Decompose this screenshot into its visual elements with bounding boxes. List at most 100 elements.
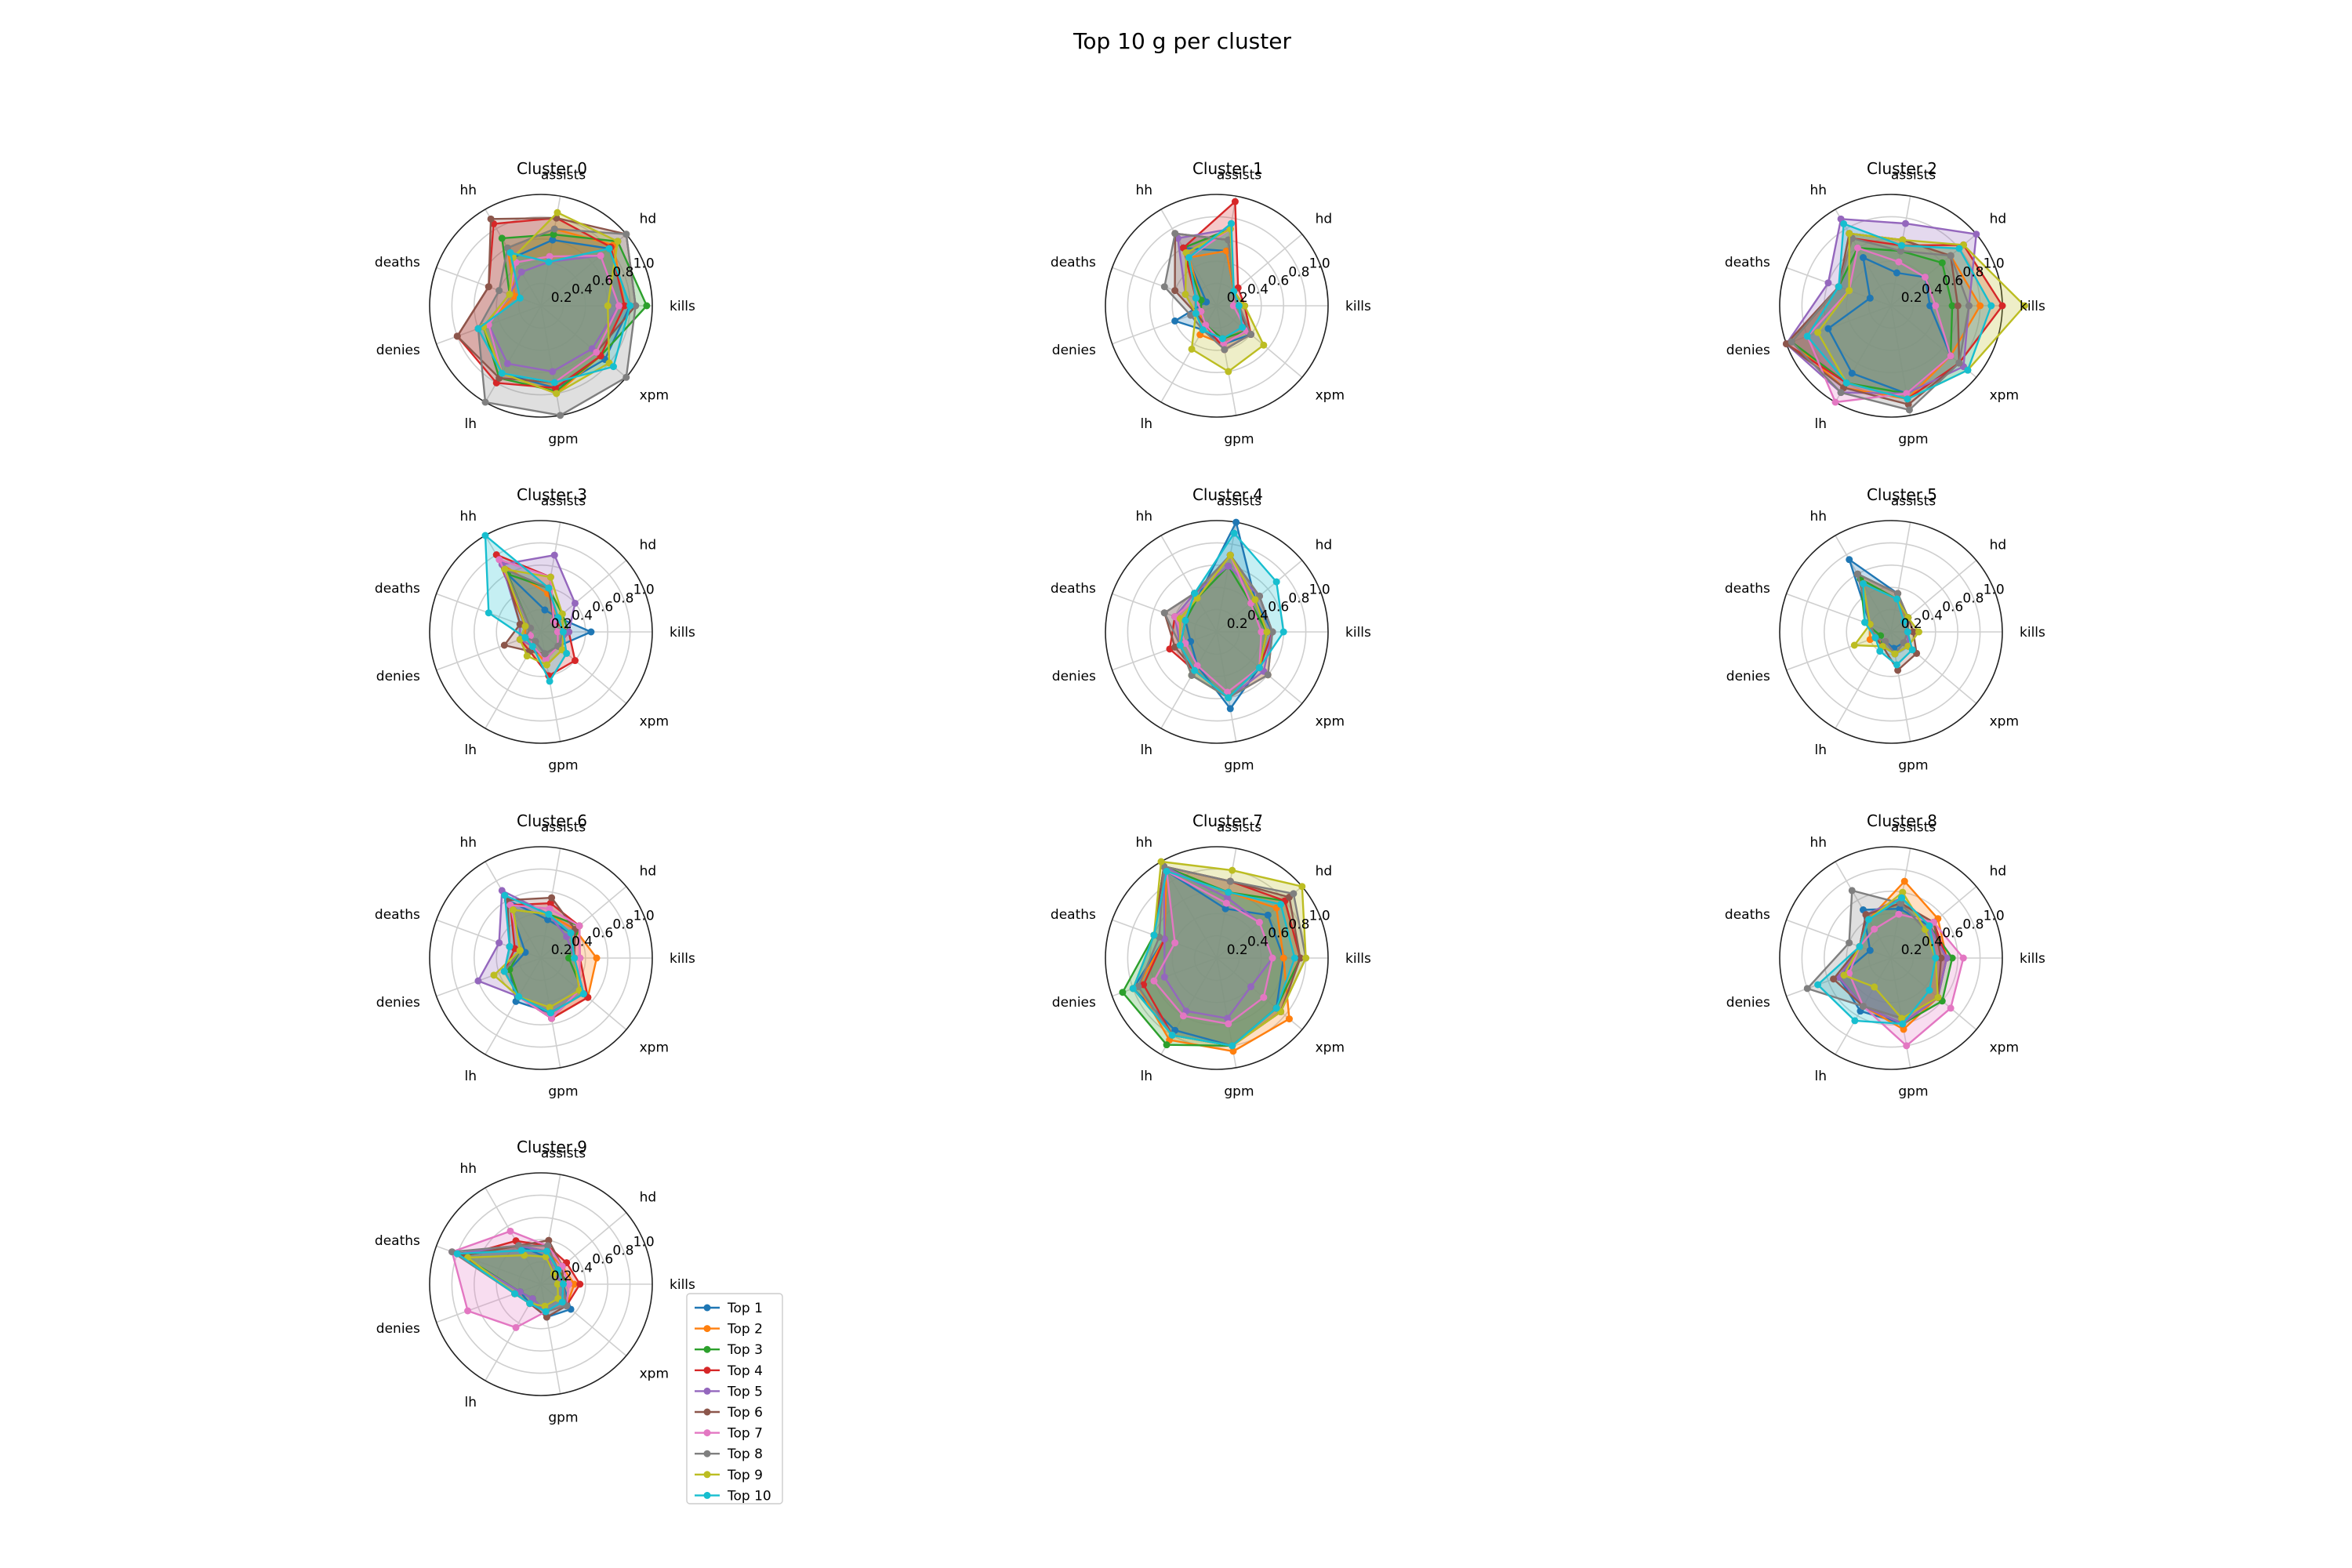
radar-panel-1: Cluster 1 0.20.40.60.81.0 kills hd assists hh… <box>1051 159 1371 448</box>
axis-label-gpm: gpm <box>1898 432 1928 448</box>
data-point-top-9-gpm <box>541 1302 549 1310</box>
data-point-top-10-hd <box>1277 901 1285 909</box>
data-point-top-9-kills <box>554 1280 561 1288</box>
series-lines <box>1160 198 1268 376</box>
grid-spoke <box>1786 305 1892 345</box>
radial-tick-label: 1.0 <box>1309 583 1330 598</box>
data-point-top-6-gpm <box>1904 401 1912 408</box>
series-fill-top-9 <box>467 1255 558 1306</box>
data-point-top-8-lh <box>481 398 489 406</box>
data-point-top-3-hd <box>1938 259 1946 267</box>
axis-label-kills: kills <box>1345 625 1371 641</box>
radial-tick-label: 0.6 <box>1268 925 1289 941</box>
legend-item: Top 8 <box>695 1446 763 1462</box>
data-point-top-9-gpm <box>1225 368 1232 376</box>
grid-spoke <box>1216 305 1237 416</box>
axis-label-xpm: xpm <box>640 387 669 403</box>
data-point-top-6-kills <box>1909 628 1917 636</box>
grid-spoke <box>1216 305 1303 378</box>
data-point-top-5-deaths <box>1824 279 1832 287</box>
data-point-top-10-xpm <box>1272 1004 1280 1012</box>
series-fill-top-4 <box>1143 866 1301 1046</box>
series-fill-top-2 <box>502 564 564 665</box>
data-point-top-9-assists <box>1226 551 1234 559</box>
data-point-top-6-denies <box>1830 975 1838 983</box>
legend-frame <box>686 1293 783 1504</box>
panel-title: Cluster 7 <box>1192 811 1263 830</box>
radial-tick-label: 0.2 <box>1901 616 1922 632</box>
data-point-top-7-hd <box>597 252 604 260</box>
data-point-top-10-kills <box>1904 628 1911 636</box>
data-point-top-8-hh <box>1171 230 1179 238</box>
axis-label-deaths: deaths <box>1725 255 1770 270</box>
series-lines <box>448 1227 584 1331</box>
data-point-top-6-gpm <box>543 1313 550 1321</box>
data-point-top-10-hh <box>481 532 489 539</box>
data-point-top-10-xpm <box>1239 323 1247 331</box>
data-point-top-4-xpm <box>572 657 579 665</box>
series-fill-top-1 <box>1828 257 1951 394</box>
axis-label-kills: kills <box>2020 625 2045 641</box>
series-fill-top-10 <box>457 1250 564 1312</box>
data-point-top-10-gpm <box>1904 395 1911 403</box>
data-point-top-7-gpm <box>1224 688 1232 696</box>
data-point-top-10-kills <box>559 628 567 636</box>
panel-title: Cluster 1 <box>1192 159 1263 178</box>
data-point-top-9-hd <box>1251 596 1259 604</box>
data-point-top-7-hd <box>1255 918 1263 926</box>
radial-tick-label: 1.0 <box>1984 909 2005 924</box>
series-fill-top-6 <box>457 218 636 383</box>
grid-spoke <box>485 535 542 633</box>
data-point-top-10-hh <box>1185 254 1192 262</box>
radial-tick-label: 1.0 <box>633 256 655 272</box>
data-point-top-10-hh <box>1840 220 1848 227</box>
data-point-top-9-xpm <box>1934 993 1942 1001</box>
data-point-top-9-hh <box>501 565 509 573</box>
axis-label-denies: denies <box>1052 669 1096 684</box>
series-fill-top-8 <box>477 229 636 416</box>
axis-label-gpm: gpm <box>1898 1084 1928 1100</box>
data-point-top-9-assists <box>554 209 561 216</box>
radial-tick-label: 0.2 <box>551 1269 572 1284</box>
data-point-top-10-deaths <box>1181 616 1189 624</box>
data-point-top-9-assists <box>546 573 554 581</box>
grid-spoke <box>540 1174 561 1285</box>
legend-label: Top 2 <box>727 1322 763 1338</box>
data-point-top-6-kills <box>1297 954 1304 962</box>
series-fill-top-1 <box>507 900 584 1013</box>
axis-label-gpm: gpm <box>548 1410 578 1426</box>
data-point-top-10-lh <box>498 369 506 377</box>
axis-label-hd: hd <box>640 864 657 880</box>
radial-tick-label: 0.2 <box>1227 616 1248 632</box>
data-point-top-8-hh <box>1853 570 1861 578</box>
polar-frame <box>1779 520 2003 744</box>
data-point-top-6-gpm <box>1894 666 1902 674</box>
radial-tick-label: 0.8 <box>1288 265 1309 281</box>
data-point-top-10-denies <box>500 967 508 975</box>
grid-spoke <box>540 1283 561 1394</box>
data-point-top-10-hh <box>506 249 514 256</box>
series-fill-top-7 <box>488 256 619 383</box>
data-point-top-7-hh <box>495 556 503 564</box>
data-point-top-8-deaths <box>1160 283 1168 291</box>
radial-tick-label: 0.6 <box>592 273 613 289</box>
axis-label-hd: hd <box>1316 538 1333 554</box>
data-point-top-7-gpm <box>548 1014 556 1022</box>
data-point-top-2-assists <box>1900 877 1908 885</box>
grid-spoke <box>540 305 561 416</box>
series-line-top-9 <box>503 568 564 666</box>
legend-item: Top 10 <box>695 1488 771 1504</box>
data-point-top-9-deaths <box>521 622 529 630</box>
data-point-top-10-hd <box>567 929 575 937</box>
data-point-top-10-denies <box>1192 310 1200 318</box>
radial-tick-label: 0.6 <box>1268 273 1289 289</box>
data-point-top-9-lh <box>1188 345 1196 353</box>
polar-frame <box>1779 846 2003 1070</box>
radial-tick-label: 0.2 <box>551 942 572 958</box>
legend-swatch-marker <box>703 1471 711 1479</box>
axis-label-deaths: deaths <box>1051 907 1096 923</box>
series-line-top-8 <box>1163 554 1274 699</box>
data-point-top-8-gpm <box>557 412 564 419</box>
axis-label-kills: kills <box>670 625 695 641</box>
axis-label-denies: denies <box>1726 995 1770 1011</box>
